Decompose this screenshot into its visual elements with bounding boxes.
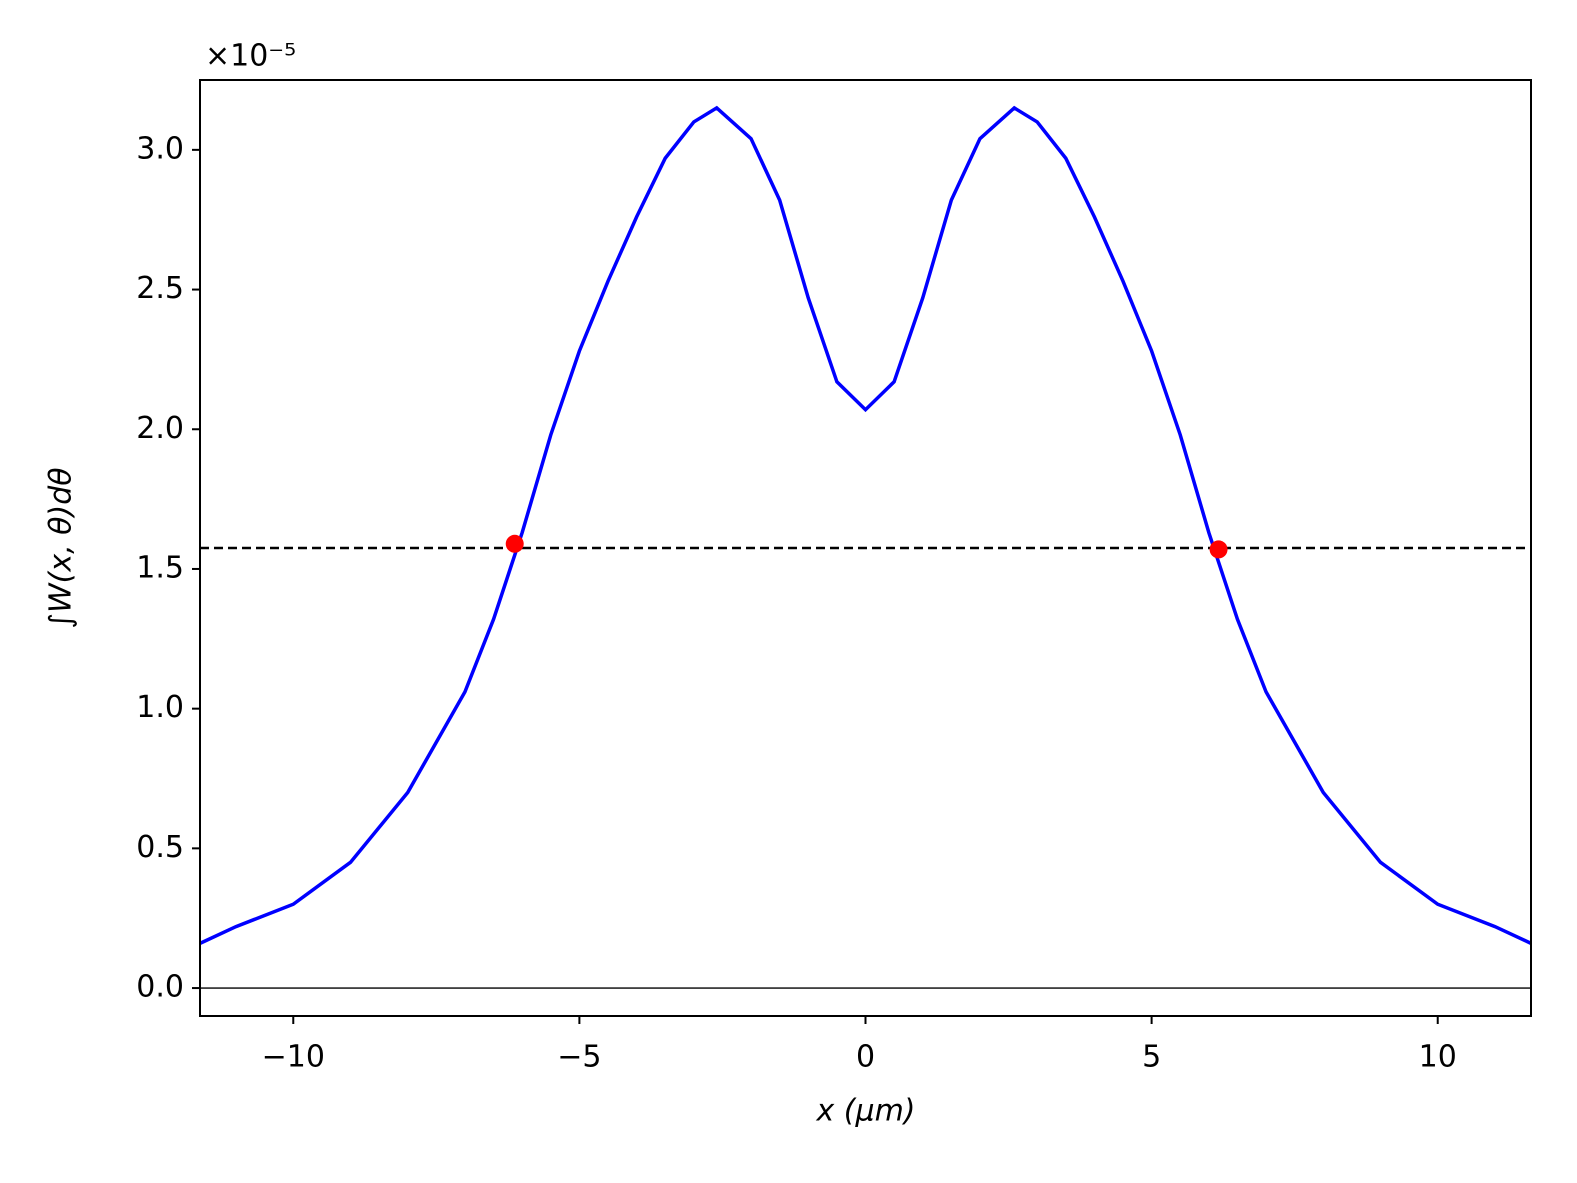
x-tick-label: 10 bbox=[1419, 1040, 1457, 1075]
plot-frame bbox=[199, 79, 1532, 1017]
y-tick-label: 0.5 bbox=[136, 830, 184, 865]
x-tick-label: −5 bbox=[557, 1040, 601, 1075]
y-tick-label: 1.5 bbox=[136, 550, 184, 585]
y-tick-label: 1.0 bbox=[136, 690, 184, 725]
y-axis-label: ∫W(x, θ)dθ bbox=[44, 467, 79, 628]
x-tick-label: −10 bbox=[262, 1040, 325, 1075]
marker bbox=[505, 534, 524, 553]
y-tick-label: 2.5 bbox=[136, 271, 184, 306]
x-tick-label: 0 bbox=[856, 1040, 875, 1075]
x-tick-label: 5 bbox=[1142, 1040, 1161, 1075]
data-line bbox=[199, 105, 1532, 945]
y-tick-label: 3.0 bbox=[136, 131, 184, 166]
y-offset-label: ×10⁻⁵ bbox=[205, 39, 296, 74]
marker bbox=[1209, 540, 1228, 559]
y-tick-label: 2.0 bbox=[136, 411, 184, 446]
y-tick-label: 0.0 bbox=[136, 970, 184, 1005]
x-axis-label: x (μm) bbox=[815, 1094, 915, 1129]
